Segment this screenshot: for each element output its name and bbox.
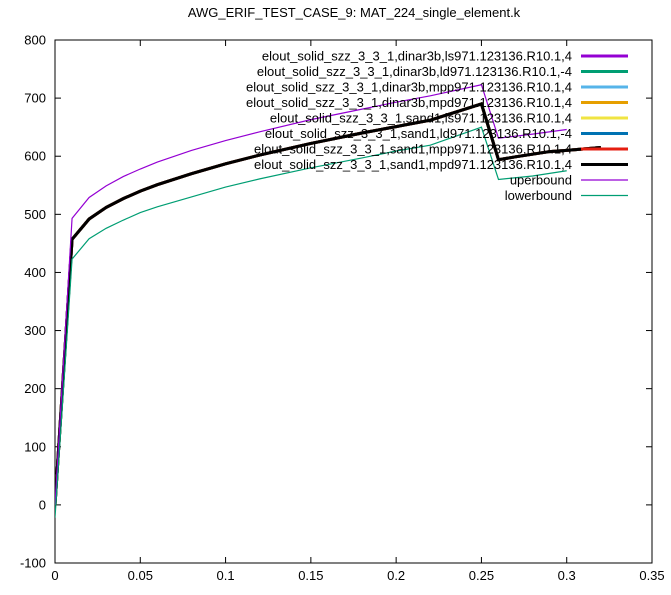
x-tick-label: 0	[51, 568, 58, 583]
x-tick-label: 0.15	[298, 568, 323, 583]
legend-label: elout_solid_szz_3_3_1,sand1,mpp971.12313…	[254, 142, 572, 157]
series-line-9	[55, 84, 567, 505]
legend-label: elout_solid_szz_3_3_1,dinar3b,ls971.1231…	[262, 49, 572, 64]
x-tick-label: 0.05	[128, 568, 153, 583]
y-tick-label: 200	[24, 381, 46, 396]
series-line-10	[55, 126, 567, 518]
chart-title: AWG_ERIF_TEST_CASE_9: MAT_224_single_ele…	[188, 5, 521, 20]
y-tick-label: 600	[24, 149, 46, 164]
y-tick-label: 500	[24, 207, 46, 222]
x-tick-label: 0.3	[558, 568, 576, 583]
x-tick-label: 0.1	[217, 568, 235, 583]
legend-label: elout_solid_szz_3_3_1,dinar3b,mpd971.123…	[246, 95, 572, 110]
x-tick-label: 0.2	[387, 568, 405, 583]
y-tick-label: 400	[24, 265, 46, 280]
y-tick-label: 100	[24, 439, 46, 454]
legend-label: elout_solid_szz_3_3_1,sand1,mpd971.12313…	[254, 157, 572, 172]
legend-label: lowerbound	[505, 188, 572, 203]
series-layer	[55, 84, 601, 518]
legend: elout_solid_szz_3_3_1,dinar3b,ls971.1231…	[246, 49, 628, 203]
y-tick-label: 700	[24, 91, 46, 106]
y-tick-label: 0	[39, 497, 46, 512]
x-tick-label: 0.35	[639, 568, 664, 583]
y-tick-label: 300	[24, 323, 46, 338]
legend-label: elout_solid_szz_3_3_1,sand1,ld971.123136…	[265, 126, 572, 141]
legend-label: elout_solid_szz_3_3_1,dinar3b,mpp971.123…	[246, 80, 572, 95]
series-line-8	[55, 102, 601, 505]
legend-label: elout_solid_szz_3_3_1,sand1,ls971.123136…	[270, 111, 572, 126]
legend-label: elout_solid_szz_3_3_1,dinar3b,ld971.1231…	[257, 64, 572, 79]
y-tick-label: -100	[20, 556, 46, 571]
plot-frame	[54, 39, 653, 564]
legend-label: uperbound	[510, 173, 572, 188]
axis-layer: 0 0.05 0.1 0.15 0.2 0.25 0.3 0.35 -100 0 100 200 300…	[20, 33, 665, 584]
y-tick-label: 800	[24, 33, 46, 48]
x-tick-label: 0.25	[469, 568, 494, 583]
